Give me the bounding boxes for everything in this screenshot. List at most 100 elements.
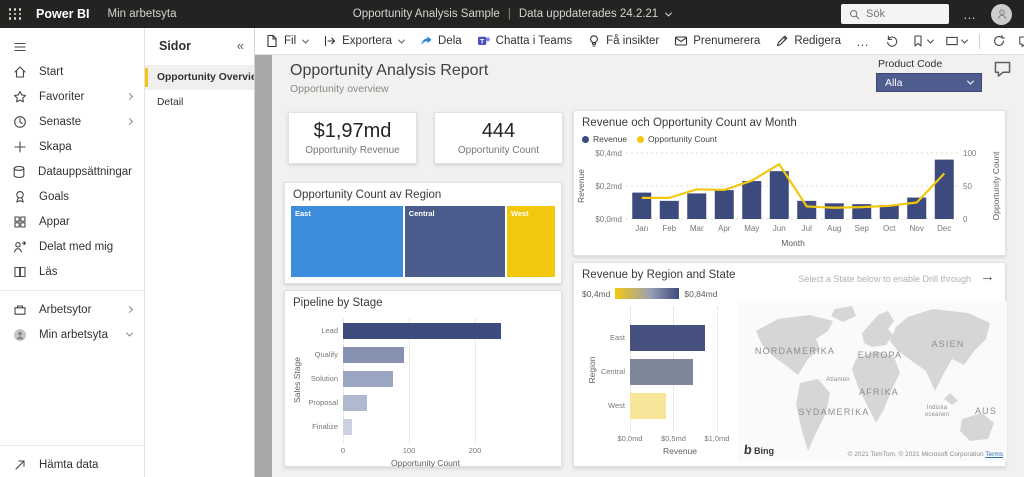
- svg-text:50: 50: [963, 182, 972, 191]
- bar-lead[interactable]: [343, 323, 502, 339]
- revenue-bar-nov[interactable]: [907, 197, 927, 219]
- subscribe-label: Prenumerera: [693, 35, 761, 47]
- revenue-bar-apr[interactable]: [714, 190, 734, 219]
- continent-shape: [862, 311, 894, 347]
- bookmarks-button[interactable]: [911, 34, 935, 48]
- bar-proposal[interactable]: [343, 395, 368, 411]
- sidebar-item-goals[interactable]: Goals: [0, 184, 144, 209]
- get-insights-button[interactable]: Få insikter: [587, 34, 659, 48]
- page-tab-detail[interactable]: Detail: [145, 90, 254, 115]
- sidebar-item-hamta-data[interactable]: Hämta data: [0, 452, 144, 477]
- combo-chart-card: Revenue och Opportunity Count av Month R…: [573, 110, 1006, 256]
- revenue-bar-jun[interactable]: [769, 171, 789, 219]
- more-options-icon[interactable]: …: [963, 6, 977, 22]
- refresh-icon[interactable]: [992, 34, 1006, 48]
- bing-logo[interactable]: b Bing: [743, 442, 774, 457]
- treemap-card: Opportunity Count av Region East Central W…: [284, 182, 562, 284]
- legend-item-revenue[interactable]: Revenue: [582, 134, 627, 144]
- chat-in-teams-button[interactable]: T Chatta i Teams: [477, 34, 572, 48]
- comments-icon[interactable]: [1018, 34, 1024, 48]
- revenue-bar-jul[interactable]: [797, 200, 817, 219]
- combo-chart-svg[interactable]: $0,0md $0,2md $0,4md 0 50 100 Jan Feb Mar Apr May J…: [574, 147, 1007, 257]
- reset-icon[interactable]: [885, 34, 899, 48]
- kpi-card-opportunity-count[interactable]: 444 Opportunity Count: [434, 112, 563, 164]
- terms-link[interactable]: Terms: [985, 451, 1003, 458]
- sidebar-item-delat-med-mig[interactable]: Delat med mig: [0, 234, 144, 259]
- revenue-bar-jan[interactable]: [632, 192, 652, 219]
- search-input[interactable]: [866, 8, 936, 20]
- waffle-menu-icon[interactable]: [0, 0, 30, 28]
- product-code-dropdown[interactable]: Alla: [876, 73, 982, 92]
- sidebar-item-label: Skapa: [39, 140, 72, 153]
- sidebar-item-appar[interactable]: Appar: [0, 209, 144, 234]
- revenue-bar-oct[interactable]: [879, 204, 899, 219]
- bar-central[interactable]: [630, 359, 694, 385]
- map-attribution: © 2021 TomTom, © 2021 Microsoft Corporat…: [848, 451, 1003, 458]
- export-menu-label: Exportera: [342, 35, 392, 47]
- bar-east[interactable]: [630, 325, 705, 351]
- chart-title: Revenue by Region and State: [582, 269, 736, 281]
- chevron-down-icon: [397, 36, 406, 44]
- legend-item-opportunity-count[interactable]: Opportunity Count: [637, 134, 717, 144]
- view-rectangle-icon: [946, 36, 958, 46]
- x-tick-label: $0,0md: [617, 434, 643, 443]
- report-comment-icon[interactable]: [993, 59, 1012, 81]
- sidebar-item-las[interactable]: Läs: [0, 259, 144, 284]
- page-tab-opportunity-overview[interactable]: Opportunity Overview: [145, 65, 254, 90]
- drill-through-arrow[interactable]: →: [980, 268, 995, 285]
- bar-qualify[interactable]: [343, 347, 405, 363]
- bar-finalize[interactable]: [343, 419, 352, 435]
- bar-west[interactable]: [630, 393, 666, 419]
- file-menu-button[interactable]: Fil: [265, 34, 310, 48]
- treemap-tile-east[interactable]: East: [291, 206, 403, 277]
- svg-text:Feb: Feb: [662, 224, 676, 233]
- legend-dot: [637, 135, 645, 143]
- treemap-tile-west[interactable]: West: [506, 206, 555, 277]
- revenue-bar-dec[interactable]: [934, 159, 954, 219]
- chevron-down-icon[interactable]: [665, 9, 673, 17]
- search-box[interactable]: [841, 4, 949, 24]
- view-button[interactable]: [945, 34, 969, 48]
- report-title: Opportunity Analysis Report: [290, 62, 489, 79]
- toolbar-more-button[interactable]: …: [856, 34, 870, 49]
- sidebar-item-favoriter[interactable]: Favoriter: [0, 84, 144, 109]
- sidebar-item-label: Min arbetsyta: [39, 328, 109, 341]
- legend-label: Revenue: [593, 134, 628, 144]
- bookmark-icon: [914, 35, 922, 47]
- ellipsis-icon: …: [856, 33, 870, 49]
- hamburger-menu[interactable]: [0, 34, 144, 59]
- sidebar-item-min-arbetsyta[interactable]: Min arbetsyta: [0, 322, 144, 347]
- data-updated-label[interactable]: Data uppdaterades 24.2.21: [518, 8, 659, 20]
- edit-button[interactable]: Redigera: [775, 34, 841, 48]
- world-map[interactable]: NORDAMERIKA EUROPA ASIEN Atlanten AFRIKA SYDA…: [738, 301, 1007, 461]
- sidebar-item-datauppsattningar[interactable]: Datauppsättningar: [0, 159, 144, 184]
- workspace-name[interactable]: Min arbetsyta: [107, 8, 177, 20]
- avatar[interactable]: [991, 3, 1012, 25]
- sidebar-item-start[interactable]: Start: [0, 59, 144, 84]
- bar-solution[interactable]: [343, 371, 393, 387]
- sidebar-item-arbetsytor[interactable]: Arbetsytor: [0, 297, 144, 322]
- left-sidebar: Start Favoriter Senaste Skapa Datauppsät…: [0, 28, 145, 477]
- revenue-bar-feb[interactable]: [659, 200, 679, 219]
- treemap-tile-central[interactable]: Central: [404, 206, 505, 277]
- share-button[interactable]: Dela: [419, 34, 462, 48]
- collapse-panel-icon[interactable]: «: [236, 38, 244, 53]
- revenue-bar-aug[interactable]: [824, 203, 844, 219]
- revenue-bar-mar[interactable]: [687, 193, 707, 219]
- sidebar-item-senaste[interactable]: Senaste: [0, 109, 144, 134]
- subscribe-button[interactable]: Prenumerera: [674, 34, 760, 48]
- chart-legend: Revenue Opportunity Count: [582, 134, 717, 144]
- opportunity-count-line[interactable]: [641, 163, 946, 209]
- kpi-value: 444: [481, 120, 516, 142]
- chevron-right-icon: [125, 92, 134, 101]
- database-icon: [12, 165, 26, 179]
- y-axis-label: Region: [587, 356, 597, 384]
- kpi-card-opportunity-revenue[interactable]: $1,97md Opportunity Revenue: [288, 112, 417, 164]
- medal-icon: [12, 190, 27, 204]
- sidebar-item-skapa[interactable]: Skapa: [0, 134, 144, 159]
- export-menu-button[interactable]: Exportera: [323, 34, 406, 48]
- svg-text:AUS: AUS: [975, 406, 997, 416]
- revenue-bar-may[interactable]: [742, 181, 762, 219]
- brand-logo[interactable]: Power BI: [36, 7, 90, 21]
